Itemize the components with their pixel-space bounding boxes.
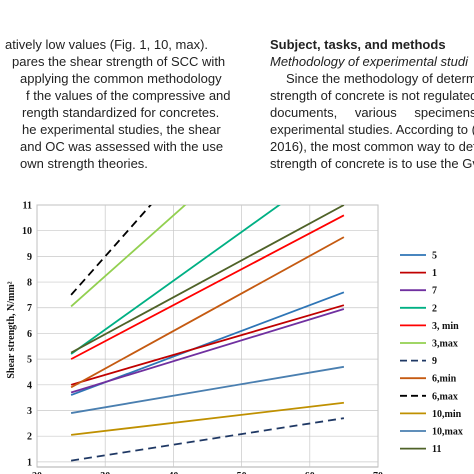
y-tick-label: 4 — [27, 380, 32, 391]
y-tick-label: 10 — [22, 226, 32, 237]
series-line — [70, 308, 345, 394]
subheading: Methodology of experimental studi — [270, 54, 469, 69]
x-tick-label: 40 — [168, 471, 178, 474]
text-line: experimental studies. According to (Do — [270, 122, 474, 137]
legend-label: 10,max — [432, 427, 463, 438]
text-line: he experimental studies, the shear — [22, 122, 221, 137]
y-tick-label: 11 — [23, 201, 32, 212]
legend-label: 1 — [432, 268, 437, 279]
legend-label: 9 — [432, 356, 437, 367]
text-line: pares the shear strength of SCC with — [12, 54, 225, 69]
legend-label: 5 — [432, 251, 437, 262]
y-tick-label: 6 — [27, 329, 32, 340]
legend-label: 6,min — [432, 374, 457, 385]
series-line — [70, 214, 345, 360]
legend-label: 6,max — [432, 391, 458, 402]
series-line — [70, 417, 345, 462]
y-tick-label: 7 — [27, 303, 32, 314]
x-tick-label: 70 — [373, 471, 383, 474]
legend-label: 11 — [432, 444, 441, 455]
x-tick-label: 60 — [305, 471, 315, 474]
section-heading: Subject, tasks, and methods — [270, 37, 446, 52]
legend-label: 7 — [432, 286, 437, 297]
series-group — [70, 205, 345, 462]
chart: 1 2 3 4 5 6 7 8 9 10 11 20 30 40 50 60 70 5 1 7 2 3, min 3,max… — [22, 201, 463, 474]
text-line: Since the methodology of determ — [286, 71, 474, 86]
series-line — [70, 236, 345, 389]
y-tick-label: 8 — [27, 278, 32, 289]
text-line: strength of concrete is not regulated — [270, 88, 474, 103]
text-line: and OC was assessed with the use — [20, 139, 223, 154]
x-tick-label: 20 — [32, 471, 42, 474]
text-line: applying the common methodology — [20, 71, 222, 86]
series-line — [70, 365, 345, 414]
text-line: 2016), the most common way to dete — [270, 139, 474, 154]
text-line: strength of concrete is to use the Gvo — [270, 156, 474, 171]
text-line: f the values of the compressive and — [26, 88, 231, 103]
series-line — [70, 205, 187, 308]
y-tick-label: 5 — [27, 355, 32, 366]
legend-label: 3,max — [432, 339, 458, 350]
right-column: Subject, tasks, and methods Methodology … — [270, 37, 474, 171]
legend-label: 3, min — [432, 321, 459, 332]
left-column: atively low values (Fig. 1, 10, max). pa… — [5, 37, 231, 171]
text-line: rength standardized for concretes. — [22, 105, 219, 120]
y-tick-label: 9 — [27, 252, 32, 263]
series-line — [70, 304, 345, 386]
x-tick-label: 30 — [100, 471, 110, 474]
text-line: documents, various specimens — [270, 105, 474, 120]
text-line: own strength theories. — [20, 156, 148, 171]
series-line — [70, 401, 345, 436]
series-line — [70, 205, 281, 355]
legend-label: 2 — [432, 303, 437, 314]
y-tick-label: 3 — [27, 406, 32, 417]
x-tick-label: 50 — [237, 471, 247, 474]
text-line: atively low values (Fig. 1, 10, max). — [5, 37, 208, 52]
y-tick-label: 1 — [27, 457, 32, 468]
y-axis-label: Shear strength, N/mm² — [6, 281, 17, 378]
plot-area — [36, 204, 379, 468]
series-line — [70, 205, 345, 354]
y-tick-label: 2 — [27, 432, 32, 443]
series-line — [70, 205, 152, 296]
legend-label: 10,min — [432, 409, 462, 420]
